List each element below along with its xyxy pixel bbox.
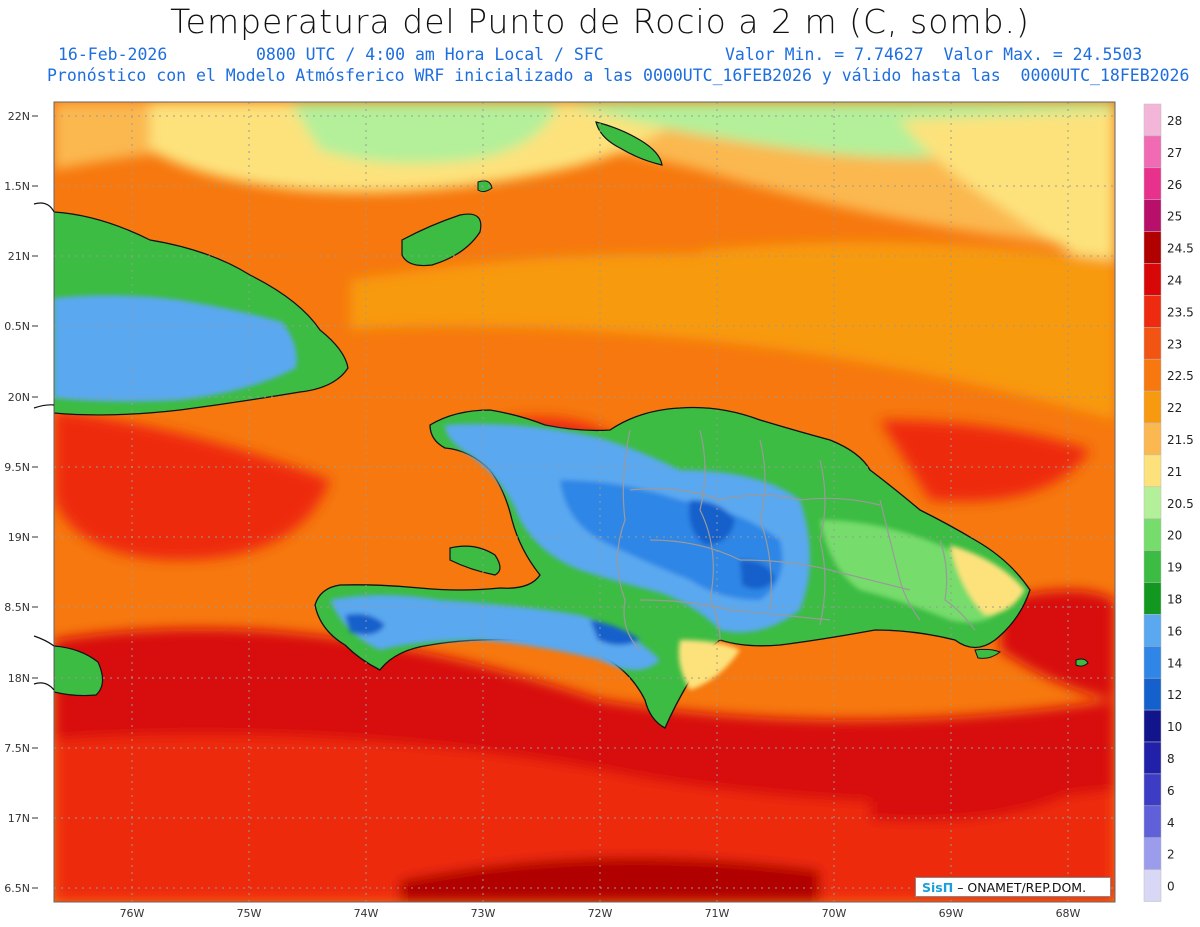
sistpi-logo: SisΠ bbox=[922, 880, 954, 895]
saona-island bbox=[974, 648, 1001, 659]
hispaniola-landmass bbox=[314, 406, 1031, 729]
colorbar-swatch bbox=[1143, 582, 1162, 615]
colorbar-swatch bbox=[1143, 135, 1162, 169]
colorbar-label: 18 bbox=[1167, 593, 1182, 607]
colorbar-label: 28 bbox=[1167, 114, 1182, 128]
lat-tick-label: 17N bbox=[8, 812, 30, 825]
colorbar-swatch bbox=[1143, 646, 1162, 679]
colorbar-swatch bbox=[1143, 358, 1162, 392]
forecast-date: 16-Feb-2026 bbox=[58, 45, 168, 64]
colorbar-swatch bbox=[1143, 518, 1162, 551]
colorbar-swatch bbox=[1143, 614, 1162, 647]
colorbar-label: 22 bbox=[1167, 401, 1182, 415]
latitude-axis: 22N 1.5N 21N 0.5N 20N 9.5N 19N 8.5N 18N … bbox=[4, 110, 30, 895]
colorbar-label: 16 bbox=[1167, 624, 1182, 638]
colorbar-label: 19 bbox=[1167, 561, 1182, 575]
colorbar-label: 21 bbox=[1167, 465, 1182, 479]
lat-tick-label: 21N bbox=[8, 250, 30, 263]
lat-tick-label: 18N bbox=[8, 672, 30, 685]
colorbar-swatch bbox=[1143, 773, 1162, 807]
lon-tick-label: 68W bbox=[1056, 907, 1081, 920]
colorbar-label: 25 bbox=[1167, 210, 1182, 224]
colorbar-label: 20 bbox=[1167, 529, 1182, 543]
lat-tick-label: 19N bbox=[8, 531, 30, 544]
lat-tick-label: 22N bbox=[8, 110, 30, 123]
colorbar-label: 20.5 bbox=[1167, 497, 1194, 511]
colorbar-swatch bbox=[1143, 390, 1162, 424]
longitude-axis: 76W 75W 74W 73W 72W 71W 70W 69W 68W bbox=[120, 907, 1081, 920]
colorbar-label: 24.5 bbox=[1167, 242, 1194, 256]
lon-tick-label: 71W bbox=[705, 907, 730, 920]
colorbar-swatch bbox=[1143, 295, 1162, 328]
cuba-landmass bbox=[54, 211, 349, 416]
lon-tick-label: 69W bbox=[939, 907, 964, 920]
colorbar-swatch bbox=[1143, 263, 1162, 296]
graticule bbox=[54, 102, 1115, 902]
colorbar-label: 10 bbox=[1167, 720, 1182, 734]
colorbar-swatch bbox=[1143, 199, 1162, 232]
map-plot-area bbox=[54, 102, 1115, 902]
colorbar-swatch bbox=[1143, 327, 1162, 360]
colorbar-label: 4 bbox=[1167, 816, 1175, 830]
colorbar-swatch bbox=[1143, 454, 1162, 488]
small-island bbox=[477, 180, 493, 193]
colorbar-label: 23.5 bbox=[1167, 305, 1194, 319]
map-frame bbox=[53, 101, 1116, 903]
colorbar-label: 14 bbox=[1167, 656, 1182, 670]
jamaica-landmass bbox=[54, 645, 104, 697]
credit-text: – ONAMET/REP.DOM. bbox=[957, 880, 1087, 895]
min-max-values: Valor Min. = 7.74627 Valor Max. = 24.550… bbox=[725, 45, 1143, 64]
colorbar-label: 0 bbox=[1167, 880, 1175, 894]
colorbar-label: 27 bbox=[1167, 146, 1182, 160]
credit-box: SisΠ – ONAMET/REP.DOM. bbox=[915, 877, 1111, 897]
colorbar-label: 12 bbox=[1167, 688, 1182, 702]
lat-tick-label: 9.5N bbox=[4, 461, 30, 474]
inagua-island bbox=[401, 213, 482, 267]
gonave-island bbox=[449, 545, 501, 576]
lon-tick-label: 72W bbox=[588, 907, 613, 920]
colorbar-swatch bbox=[1143, 709, 1162, 743]
lat-tick-label: 7.5N bbox=[4, 742, 30, 755]
colorbar-swatch bbox=[1143, 486, 1162, 519]
lat-tick-marks bbox=[32, 115, 38, 889]
colorbar-label: 24 bbox=[1167, 274, 1182, 288]
lon-tick-label: 75W bbox=[237, 907, 262, 920]
province-boundaries bbox=[616, 429, 976, 651]
lat-tick-label: 0.5N bbox=[4, 320, 30, 333]
forecast-time: 0800 UTC / 4:00 am Hora Local / SFC bbox=[256, 45, 604, 64]
lon-tick-label: 73W bbox=[471, 907, 496, 920]
colorbar-legend: 2827262524.52423.52322.52221.52120.52019… bbox=[1143, 103, 1194, 902]
colorbar-swatch bbox=[1143, 741, 1162, 775]
colorbar-label: 2 bbox=[1167, 848, 1175, 862]
model-description: Pronóstico con el Modelo Atmósferico WRF… bbox=[47, 66, 1190, 85]
colorbar-label: 21.5 bbox=[1167, 433, 1194, 447]
coastline-stubs bbox=[33, 202, 55, 691]
lon-tick-label: 74W bbox=[354, 907, 379, 920]
map-title: Temperatura del Punto de Rocio a 2 m (C,… bbox=[170, 2, 1030, 41]
colorbar-label: 26 bbox=[1167, 178, 1182, 192]
turks-caicos-island bbox=[595, 121, 663, 166]
colorbar-label: 22.5 bbox=[1167, 369, 1194, 383]
colorbar-label: 8 bbox=[1167, 752, 1175, 766]
colorbar-swatch bbox=[1143, 677, 1162, 711]
lon-tick-label: 76W bbox=[120, 907, 145, 920]
colorbar-swatch bbox=[1143, 550, 1162, 583]
colorbar-swatch bbox=[1143, 231, 1162, 264]
lon-tick-label: 70W bbox=[822, 907, 847, 920]
colorbar-swatch bbox=[1143, 103, 1162, 137]
colorbar-swatch bbox=[1143, 422, 1162, 456]
lat-tick-label: 20N bbox=[8, 391, 30, 404]
mona-island bbox=[1075, 658, 1089, 667]
lat-tick-label: 1.5N bbox=[4, 180, 30, 193]
colorbar-label: 6 bbox=[1167, 784, 1175, 798]
colorbar-swatch bbox=[1143, 869, 1162, 902]
lat-tick-label: 6.5N bbox=[4, 882, 30, 895]
colorbar-swatch bbox=[1143, 837, 1162, 870]
colorbar-swatch bbox=[1143, 167, 1162, 200]
colorbar-label: 23 bbox=[1167, 337, 1182, 351]
colorbar-swatch bbox=[1143, 805, 1162, 838]
lat-tick-label: 8.5N bbox=[4, 601, 30, 614]
